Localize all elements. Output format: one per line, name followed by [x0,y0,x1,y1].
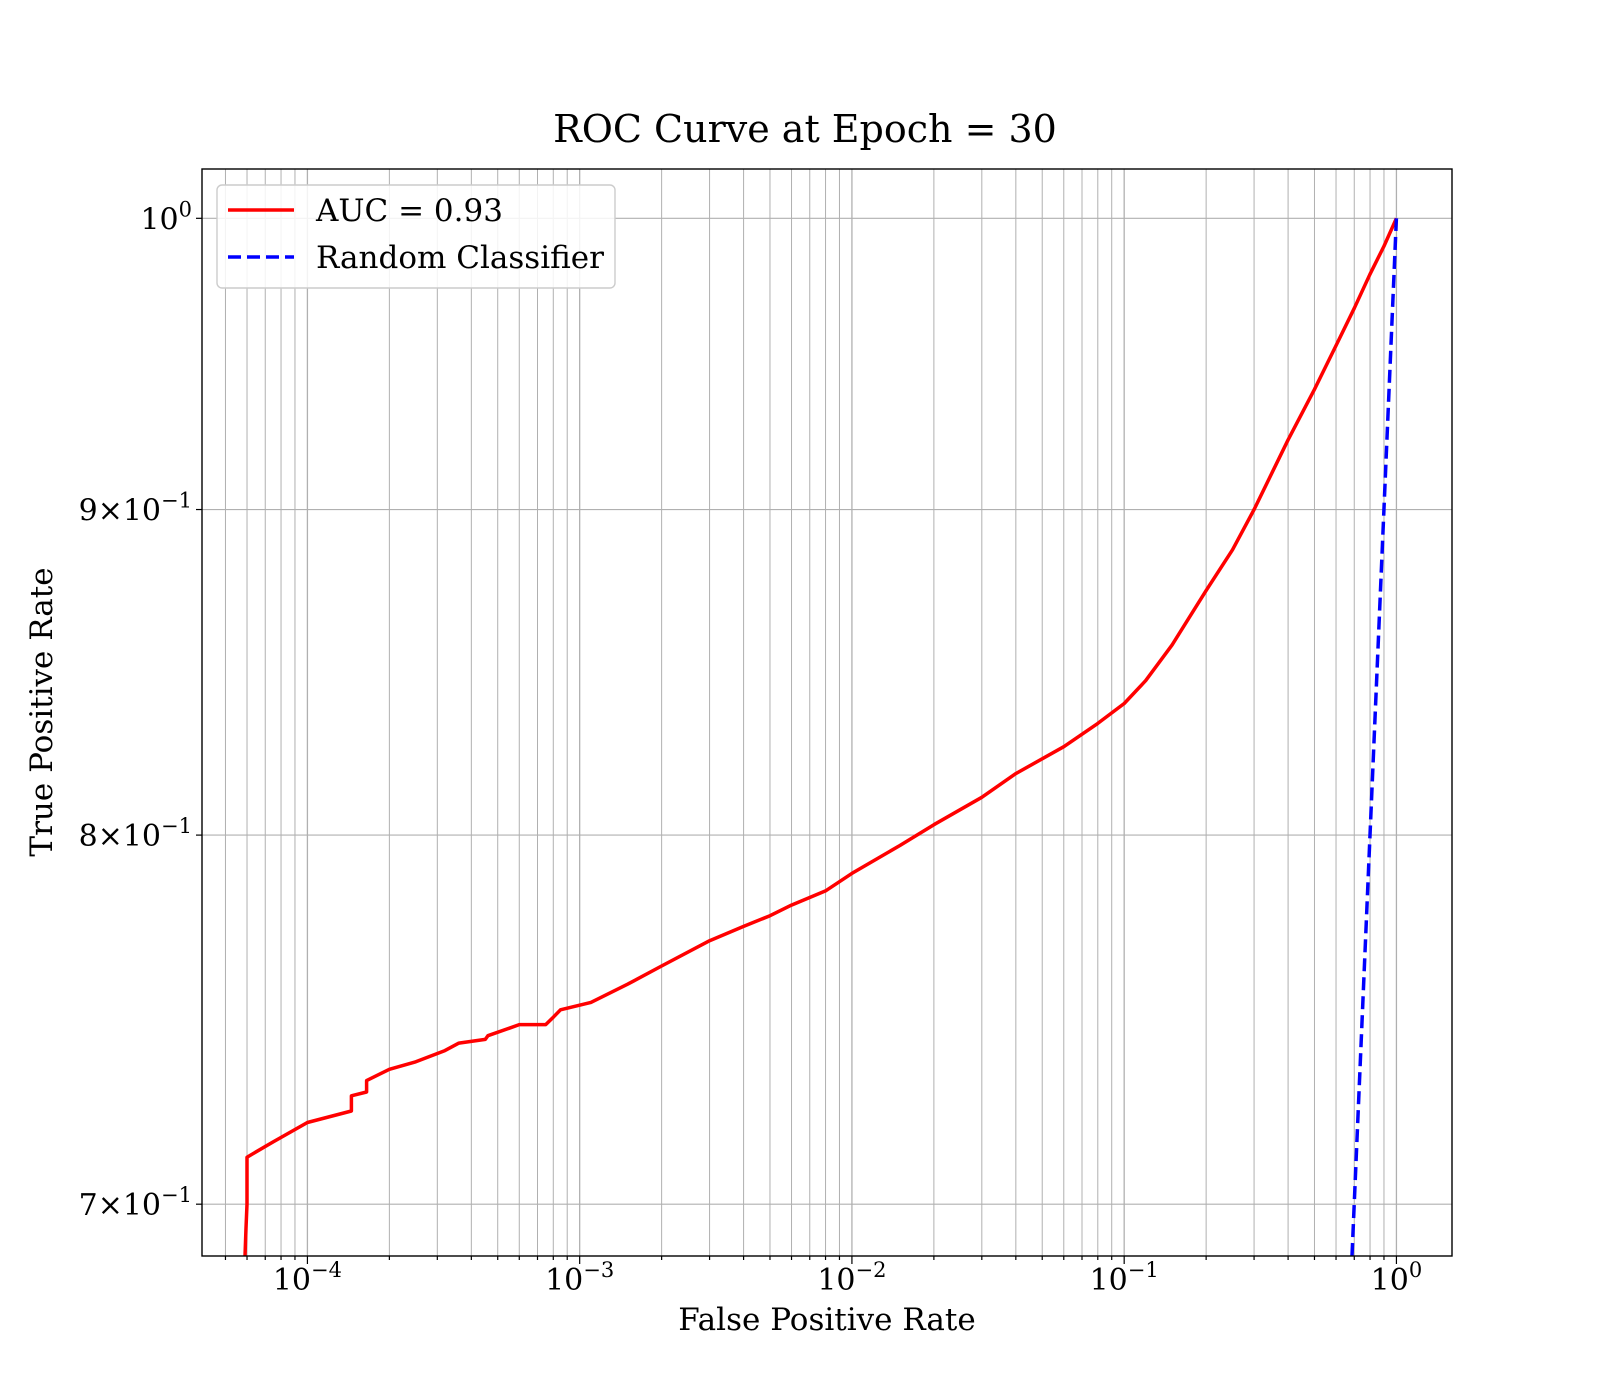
plot-area-frame [201,168,1453,1257]
chart-title: ROC Curve at Epoch = 30 [553,107,1057,151]
x-tick-label: 100 [1371,1258,1423,1298]
x-tick-label: 10−3 [545,1258,614,1298]
y-tick-label: 100 [140,197,192,237]
legend: AUC = 0.93 Random Classifier [216,184,616,289]
x-tick-label: 10−4 [273,1258,342,1298]
legend-label-random: Random Classifier [316,240,604,276]
legend-box [216,184,616,289]
x-tick-label: 10−1 [1090,1258,1159,1298]
y-axis-label: True Positive Rate [24,567,60,856]
x-tick-label: 10−2 [817,1258,886,1298]
random-classifier-line [1350,218,1399,1256]
series-layer [243,217,1399,1256]
axis-ticks: 10−4 10−3 10−2 10−1 100 100 9×10−1 8×10−1 7×10−1 [79,197,1423,1298]
roc-curve-line [243,217,1398,1256]
y-tick-label: 7×10−1 [79,1183,192,1223]
y-tick-label: 8×10−1 [79,814,192,854]
x-axis-label: False Positive Rate [678,1302,975,1338]
legend-label-auc: AUC = 0.93 [315,193,503,229]
grid [202,169,1452,1256]
y-tick-label: 9×10−1 [79,489,192,529]
